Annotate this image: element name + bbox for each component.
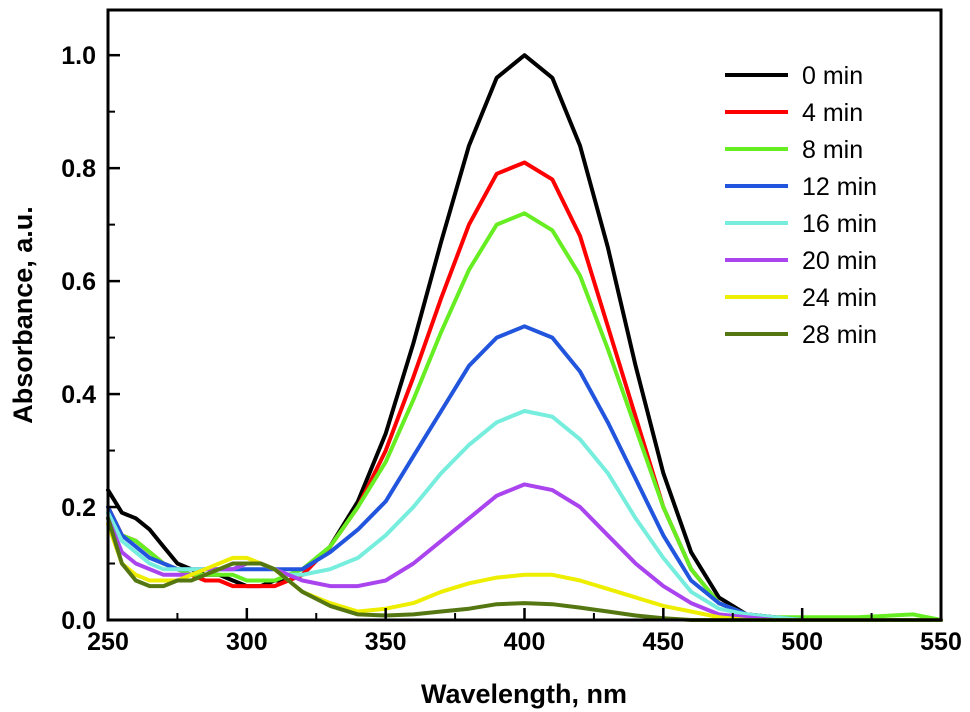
legend-label: 16 min — [802, 210, 877, 238]
y-axis-title: Absorbance, a.u. — [8, 206, 38, 424]
x-tick-label: 350 — [365, 628, 407, 656]
x-tick-label: 550 — [920, 628, 962, 656]
series-line-16-min — [106, 409, 943, 622]
y-tick-label: 0.8 — [61, 155, 96, 183]
series-layer — [106, 53, 943, 622]
y-tick-label: 0.2 — [61, 494, 96, 522]
series-line-28-min — [106, 516, 943, 622]
legend-label: 24 min — [802, 284, 877, 312]
x-tick-label: 300 — [226, 628, 268, 656]
legend-label: 28 min — [802, 321, 877, 349]
x-tick-label: 250 — [87, 628, 129, 656]
x-axis-title: Wavelength, nm — [421, 679, 627, 709]
y-tick-label: 0.6 — [61, 268, 96, 296]
legend: 0 min 4 min 8 min 12 min 16 min 20 min 24 min 2… — [725, 62, 877, 349]
x-tick-label: 450 — [642, 628, 684, 656]
x-tick-label: 500 — [781, 628, 823, 656]
y-tick-label: 1.0 — [61, 42, 96, 70]
legend-label: 20 min — [802, 247, 877, 275]
legend-label: 4 min — [802, 99, 863, 127]
y-tick-label: 0.0 — [61, 607, 96, 635]
legend-label: 12 min — [802, 173, 877, 201]
legend-label: 0 min — [802, 62, 863, 90]
tick-layer: 250 300 350 400 450 500 550 0.0 0.2 0.4 0.6 0.8 1.0 — [61, 42, 962, 656]
legend-label: 8 min — [802, 136, 863, 164]
series-line-20-min — [106, 482, 943, 622]
y-tick-label: 0.4 — [61, 381, 96, 409]
series-line-24-min — [106, 522, 943, 622]
x-tick-label: 400 — [504, 628, 546, 656]
